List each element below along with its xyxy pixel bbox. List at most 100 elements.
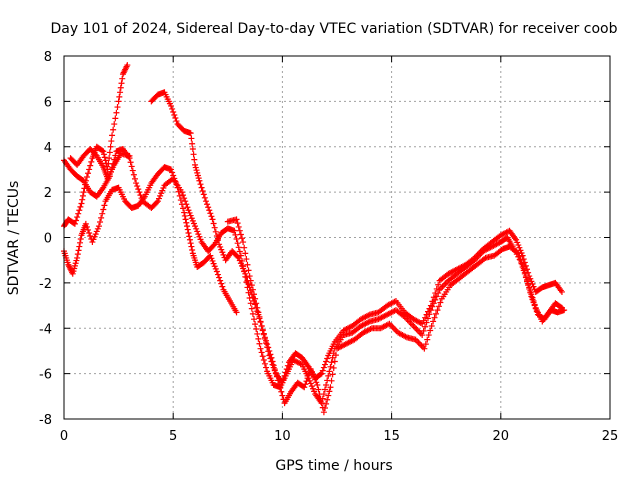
- data-point: [181, 209, 188, 216]
- data-point: [220, 251, 227, 258]
- data-point: [321, 361, 328, 368]
- data-point: [108, 138, 115, 145]
- data-point: [169, 105, 176, 112]
- data-point: [99, 147, 106, 154]
- data-point: [520, 267, 527, 274]
- data-point: [234, 253, 241, 260]
- data-point: [241, 268, 248, 275]
- data-point: [314, 381, 321, 388]
- data-point: [529, 281, 536, 288]
- data-point: [430, 318, 437, 325]
- data-point: [433, 293, 440, 300]
- data-point: [189, 140, 196, 147]
- data-point: [517, 247, 524, 254]
- data-point: [251, 316, 258, 323]
- data-point: [178, 201, 185, 208]
- data-point: [261, 335, 268, 342]
- data-point: [247, 300, 254, 307]
- data-point: [169, 169, 176, 176]
- data-point: [276, 381, 283, 388]
- data-point: [302, 381, 309, 388]
- data-point: [519, 263, 526, 270]
- data-point: [419, 332, 426, 339]
- x-tick-label: 10: [274, 429, 291, 444]
- data-point: [172, 115, 179, 122]
- data-point: [279, 379, 286, 386]
- data-point: [192, 161, 199, 168]
- data-point: [236, 257, 243, 264]
- data-point: [71, 220, 78, 227]
- data-point: [158, 190, 165, 197]
- x-tick-label: 5: [169, 429, 177, 444]
- data-point: [253, 300, 260, 307]
- data-point: [92, 151, 99, 158]
- data-point: [317, 395, 324, 402]
- x-axis-label: GPS time / hours: [275, 458, 392, 474]
- data-point: [233, 216, 240, 223]
- data-point: [255, 309, 262, 316]
- data-point: [424, 336, 431, 343]
- data-point: [233, 236, 240, 243]
- data-point: [87, 162, 94, 169]
- data-point: [256, 340, 263, 347]
- data-point: [437, 299, 444, 306]
- data-point: [318, 370, 325, 377]
- data-point: [127, 159, 134, 166]
- data-point: [236, 227, 243, 234]
- data-point: [327, 363, 334, 370]
- data-point: [100, 206, 107, 213]
- data-point: [219, 283, 226, 290]
- data-point: [88, 158, 95, 165]
- data-point: [197, 181, 204, 188]
- data-point: [520, 256, 527, 263]
- data-point: [171, 111, 178, 118]
- data-point: [205, 204, 212, 211]
- data-point: [118, 80, 125, 87]
- data-point: [74, 254, 81, 261]
- data-point: [331, 358, 338, 365]
- data-point: [218, 280, 225, 287]
- data-point: [329, 354, 336, 361]
- data-point: [423, 311, 430, 318]
- data-point: [521, 259, 528, 266]
- data-point: [515, 242, 522, 249]
- data-point: [323, 381, 330, 388]
- data-point: [136, 189, 143, 196]
- data-point: [264, 344, 271, 351]
- data-point: [183, 219, 190, 226]
- data-point: [527, 275, 534, 282]
- data-point: [316, 391, 323, 398]
- data-point: [128, 163, 135, 170]
- data-point: [279, 392, 286, 399]
- data-point: [168, 166, 175, 173]
- data-point: [187, 240, 194, 247]
- data-point: [115, 98, 122, 105]
- data-point: [116, 93, 123, 100]
- data-point: [80, 189, 87, 196]
- data-point: [284, 362, 291, 369]
- data-point: [189, 146, 196, 153]
- data-point: [325, 372, 332, 379]
- data-point: [525, 269, 532, 276]
- data-point: [137, 192, 144, 199]
- data-point: [420, 317, 427, 324]
- data-point: [134, 183, 141, 190]
- data-point: [420, 327, 427, 334]
- data-point: [530, 283, 537, 290]
- data-point: [267, 355, 274, 362]
- data-point: [235, 254, 242, 261]
- data-point: [278, 388, 285, 395]
- data-point: [280, 376, 287, 383]
- data-point: [72, 260, 79, 267]
- data-point: [533, 308, 540, 315]
- data-point: [198, 184, 205, 191]
- data-point: [307, 380, 314, 387]
- data-point: [321, 405, 328, 412]
- data-point: [92, 231, 99, 238]
- data-point: [435, 281, 442, 288]
- data-point: [430, 294, 437, 301]
- y-tick-label: 6: [44, 95, 52, 110]
- data-point: [422, 323, 429, 330]
- data-point: [157, 192, 164, 199]
- data-point: [518, 260, 525, 267]
